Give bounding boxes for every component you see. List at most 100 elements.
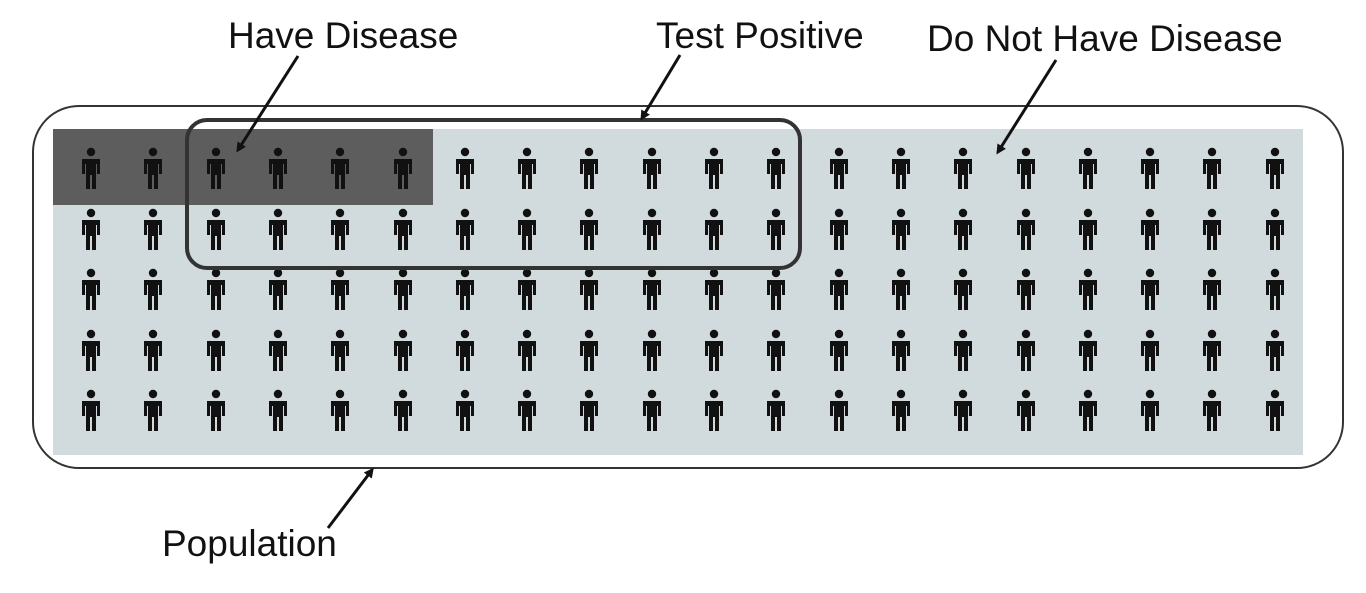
person-icon bbox=[518, 208, 536, 250]
person-icon bbox=[705, 268, 723, 310]
person-icon bbox=[1141, 208, 1159, 250]
do-not-have-disease-label: Do Not Have Disease bbox=[927, 18, 1283, 59]
person-icon bbox=[269, 147, 287, 189]
person-icon bbox=[394, 147, 412, 189]
person-icon bbox=[456, 208, 474, 250]
person-icon bbox=[518, 389, 536, 431]
person-icon bbox=[954, 389, 972, 431]
person-icon bbox=[1079, 208, 1097, 250]
person-icon bbox=[767, 389, 785, 431]
person-icon bbox=[1203, 208, 1221, 250]
person-icon bbox=[643, 208, 661, 250]
person-icon bbox=[1017, 268, 1035, 310]
person-icon bbox=[1141, 389, 1159, 431]
person-icon bbox=[830, 208, 848, 250]
person-icon bbox=[705, 389, 723, 431]
person-icon bbox=[1266, 389, 1284, 431]
person-icon bbox=[1266, 147, 1284, 189]
person-icon bbox=[705, 147, 723, 189]
person-icon bbox=[82, 329, 100, 371]
arrow-icon-do-not-have-disease bbox=[996, 59, 1058, 155]
person-icon bbox=[580, 208, 598, 250]
person-icon bbox=[1203, 389, 1221, 431]
person-icon bbox=[767, 147, 785, 189]
person-icon bbox=[767, 208, 785, 250]
person-icon bbox=[331, 208, 349, 250]
arrow-icon-population bbox=[326, 467, 374, 529]
person-icon bbox=[456, 147, 474, 189]
person-icon bbox=[954, 208, 972, 250]
test-positive-outline bbox=[185, 118, 802, 270]
person-icon bbox=[954, 329, 972, 371]
person-icon bbox=[705, 329, 723, 371]
person-icon bbox=[269, 329, 287, 371]
person-icon bbox=[767, 329, 785, 371]
person-icon bbox=[82, 147, 100, 189]
person-icon bbox=[954, 268, 972, 310]
person-icon bbox=[394, 389, 412, 431]
person-icon bbox=[331, 268, 349, 310]
person-icon bbox=[1141, 329, 1159, 371]
person-icon bbox=[394, 208, 412, 250]
person-icon bbox=[892, 147, 910, 189]
person-icon bbox=[1079, 329, 1097, 371]
person-icon bbox=[830, 389, 848, 431]
person-icon bbox=[518, 329, 536, 371]
person-icon bbox=[1079, 147, 1097, 189]
person-icon bbox=[1203, 268, 1221, 310]
person-icon bbox=[207, 329, 225, 371]
person-icon bbox=[144, 268, 162, 310]
person-icon bbox=[1203, 147, 1221, 189]
arrow-icon-have-disease bbox=[236, 55, 300, 153]
person-icon bbox=[892, 389, 910, 431]
person-icon bbox=[82, 208, 100, 250]
arrow-icon-test-positive bbox=[640, 54, 682, 121]
person-icon bbox=[518, 147, 536, 189]
person-icon bbox=[331, 329, 349, 371]
person-icon bbox=[207, 268, 225, 310]
person-icon bbox=[830, 268, 848, 310]
person-icon bbox=[643, 329, 661, 371]
person-icon bbox=[1266, 329, 1284, 371]
person-icon bbox=[1079, 268, 1097, 310]
person-icon bbox=[1017, 147, 1035, 189]
person-icon bbox=[394, 268, 412, 310]
person-icon bbox=[144, 329, 162, 371]
person-icon bbox=[207, 208, 225, 250]
person-icon bbox=[394, 329, 412, 371]
person-icon bbox=[892, 268, 910, 310]
person-icon bbox=[207, 389, 225, 431]
person-icon bbox=[1079, 389, 1097, 431]
person-icon bbox=[456, 268, 474, 310]
person-icon bbox=[643, 389, 661, 431]
person-icon bbox=[331, 389, 349, 431]
person-icon bbox=[767, 268, 785, 310]
person-icon bbox=[643, 268, 661, 310]
person-icon bbox=[830, 329, 848, 371]
person-icon bbox=[643, 147, 661, 189]
test-positive-label: Test Positive bbox=[656, 15, 864, 56]
person-icon bbox=[269, 268, 287, 310]
person-icon bbox=[580, 389, 598, 431]
person-icon bbox=[518, 268, 536, 310]
person-icon bbox=[1141, 268, 1159, 310]
person-icon bbox=[144, 208, 162, 250]
person-icon bbox=[1266, 268, 1284, 310]
person-icon bbox=[1017, 329, 1035, 371]
person-icon bbox=[269, 208, 287, 250]
person-icon bbox=[456, 389, 474, 431]
person-icon bbox=[705, 208, 723, 250]
person-icon bbox=[892, 208, 910, 250]
person-icon bbox=[580, 147, 598, 189]
person-icon bbox=[456, 329, 474, 371]
people-grid bbox=[82, 147, 1284, 431]
person-icon bbox=[1266, 208, 1284, 250]
person-icon bbox=[144, 147, 162, 189]
person-icon bbox=[82, 268, 100, 310]
person-icon bbox=[830, 147, 848, 189]
person-icon bbox=[207, 147, 225, 189]
person-icon bbox=[1203, 329, 1221, 371]
person-icon bbox=[82, 389, 100, 431]
